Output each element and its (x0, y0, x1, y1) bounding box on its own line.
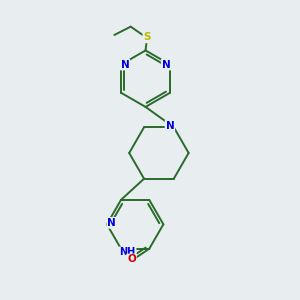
Text: N: N (107, 218, 116, 228)
Text: NH: NH (119, 247, 136, 257)
Text: O: O (127, 254, 136, 265)
Text: N: N (166, 121, 174, 131)
Text: N: N (162, 59, 170, 70)
Text: N: N (121, 59, 129, 70)
Text: S: S (143, 32, 151, 42)
